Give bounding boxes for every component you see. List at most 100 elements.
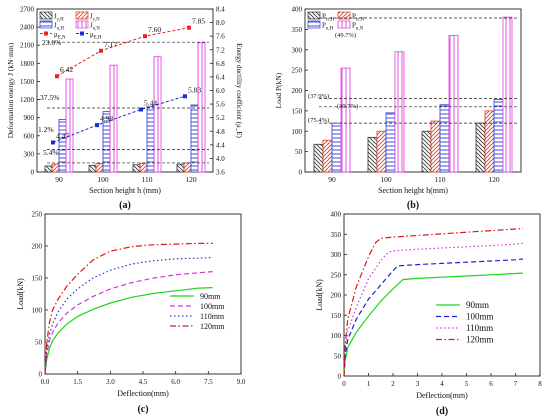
legend-label: Pcr,N [352, 13, 365, 23]
data-label: 7.60 [148, 25, 161, 34]
panel-label: (b) [407, 200, 419, 211]
bar [183, 162, 192, 173]
legend-label: Jy,H [54, 13, 64, 23]
y2-tick-label: 4.0 [216, 155, 225, 163]
y-tick-label: 0 [31, 169, 35, 177]
y-tick-label: 50 [35, 339, 43, 347]
x-tick-label: 7 [514, 380, 518, 388]
bar [190, 104, 199, 173]
bar [340, 67, 351, 173]
y-tick-label: 300 [24, 150, 35, 158]
y2-tick-label: 7.6 [216, 33, 225, 41]
y-tick-label: 400 [292, 6, 303, 14]
annotation: 1.2% [38, 125, 54, 134]
bar [44, 165, 53, 173]
y-tick-label: 250 [292, 67, 303, 75]
y-tick-label: 2700 [20, 6, 35, 14]
bar [475, 122, 486, 173]
x-tick-label: 9.0 [237, 378, 246, 386]
y-axis-label: Load(kN) [16, 278, 25, 310]
legend-label: Pu,H [322, 22, 334, 32]
panel-d: 0 1 2 3 4 5 6 7 8 0 50 100 150 200 250 300 350 400 Deflect… [315, 211, 542, 417]
legend-label: 100mm [200, 302, 225, 311]
x-tick-label: 3.0 [106, 378, 115, 386]
data-label: 4.98 [100, 114, 113, 123]
y-tick-label: 50 [295, 148, 303, 156]
y2-tick-label: 4.4 [216, 141, 225, 149]
y-tick-label: 400 [331, 211, 342, 219]
y-tick-label: 0 [39, 371, 43, 379]
y-tick-label: 600 [24, 132, 35, 140]
series-marker [51, 140, 55, 145]
panel-b: 0 50 100 150 200 250 300 350 400 90 100 110 120 Secti… [274, 6, 522, 211]
legend-swatch [39, 20, 53, 29]
bar [176, 163, 185, 173]
data-label: 7.17 [104, 40, 117, 49]
bar [376, 130, 387, 173]
panel-label: (a) [119, 200, 131, 211]
x-axis-label: Deflection(mm) [416, 391, 468, 400]
y2-axis-label: Energy ductility coefficient (μ_E) [235, 43, 243, 138]
bar [197, 42, 206, 173]
x-tick-label: 100 [380, 175, 392, 184]
panel-label: (c) [137, 404, 148, 415]
bar [448, 35, 459, 173]
x-tick-label: 90 [328, 175, 336, 184]
series-line [44, 271, 213, 375]
legend-label: 110mm [200, 312, 225, 321]
bar [322, 139, 333, 173]
series-marker [187, 25, 191, 30]
bar [394, 51, 405, 173]
legend-label: 120mm [466, 335, 494, 345]
series-line [343, 272, 523, 377]
series-line [44, 256, 213, 375]
legend-label: 100mm [466, 312, 494, 322]
annotation: 23.0% [42, 38, 61, 47]
y2-tick-label: 6.0 [216, 87, 225, 95]
y2-tick-label: 7.2 [216, 46, 225, 54]
legend-label: 120mm [200, 322, 225, 331]
data-label: 6.42 [60, 65, 73, 74]
x-tick-label: 4.5 [139, 378, 148, 386]
bar [421, 130, 432, 173]
series-line [343, 242, 523, 377]
y2-tick-label: 5.6 [216, 101, 225, 109]
y-tick-label: 150 [32, 275, 43, 283]
y-tick-label: 250 [331, 271, 342, 279]
y-tick-label: 200 [292, 87, 303, 95]
y-tick-label: 200 [32, 243, 43, 251]
bar [65, 78, 74, 173]
x-tick-label: 0.0 [41, 378, 50, 386]
legend-swatch [39, 11, 53, 20]
bar [109, 64, 118, 173]
x-tick-label: 5 [465, 380, 469, 388]
series-marker [139, 107, 143, 112]
legend: Jy,H Jy,N Ju,H Ju,N μE,N μE,H [39, 11, 102, 41]
legend-label: 110mm [466, 323, 493, 333]
x-tick-label: 4 [440, 380, 444, 388]
bar [439, 104, 450, 173]
legend-swatch [307, 11, 321, 20]
y-tick-label: 1800 [20, 60, 35, 68]
legend-label: μE,N [54, 31, 66, 41]
legend-label: Pu,N [352, 22, 364, 32]
x-axis-label: Deflection(mm) [117, 389, 169, 398]
panel-c: 0.0 1.5 3.0 4.5 6.0 7.5 9.0 0 50 100 150 200 250 Defl… [16, 211, 246, 416]
legend: Pcr,H Pcr,N Pu,H Pu,N [307, 11, 365, 32]
legend-label: Pcr,H [322, 13, 335, 23]
y-tick-label: 1500 [20, 78, 35, 86]
x-tick-label: 120 [488, 175, 500, 184]
annotation: (37.9%) [308, 93, 329, 100]
bar [313, 143, 324, 173]
x-tick-label: 1 [367, 380, 371, 388]
annotation: 5.4% [43, 148, 59, 157]
legend-label: 90mm [466, 300, 489, 310]
y-tick-label: 100 [32, 307, 43, 315]
x-tick-label: 100 [97, 175, 109, 184]
series-line [56, 27, 190, 77]
data-label: 5.83 [188, 85, 201, 94]
y-tick-label: 900 [24, 114, 35, 122]
bar [385, 112, 396, 173]
y-tick-label: 1200 [20, 96, 35, 104]
bar [58, 119, 67, 173]
